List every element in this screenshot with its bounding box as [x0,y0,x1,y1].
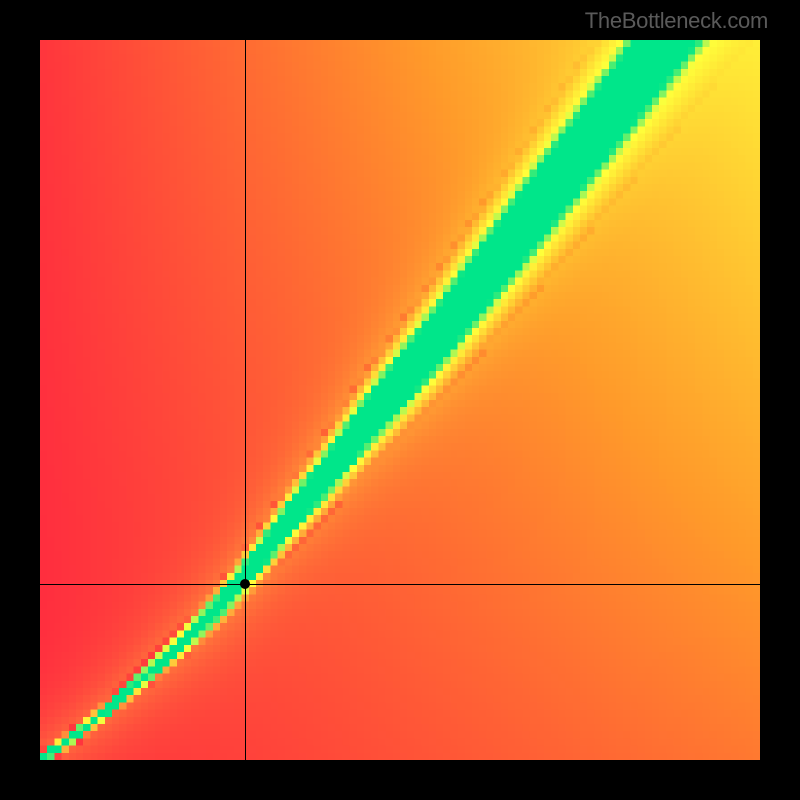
heatmap-canvas [40,40,760,760]
crosshair-vertical [245,40,246,760]
attribution-text: TheBottleneck.com [585,8,768,34]
crosshair-horizontal [40,584,760,585]
heatmap-plot [40,40,760,760]
crosshair-marker [240,579,250,589]
